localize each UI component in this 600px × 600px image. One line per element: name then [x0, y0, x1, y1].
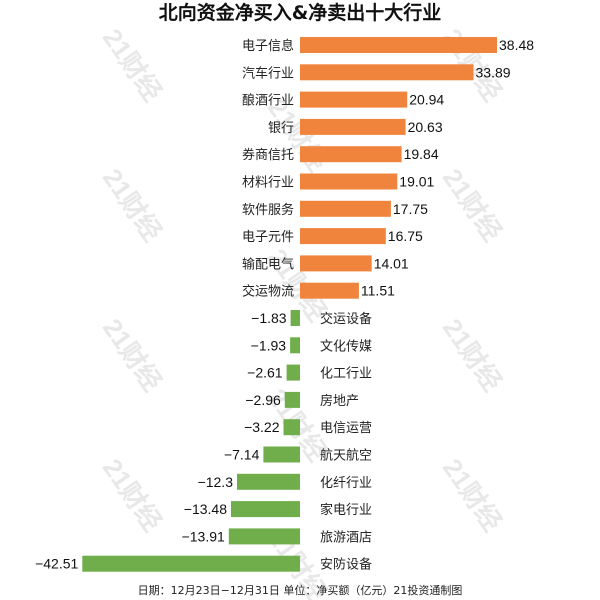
bar: [300, 200, 391, 217]
value-label: −7.14: [224, 447, 260, 463]
value-label: −2.61: [247, 365, 283, 381]
category-label: 酿酒行业: [242, 93, 294, 109]
value-label: −1.83: [251, 310, 287, 326]
value-label: −1.93: [251, 337, 287, 353]
category-label: 材料行业: [242, 176, 294, 191]
category-label: 交运设备: [320, 311, 372, 327]
watermark-layer: 21财经21财经21财经21财经21财经21财经21财经21财经21财经21财经…: [97, 23, 508, 600]
bar: [290, 337, 300, 354]
bar: [228, 528, 300, 545]
watermark-text: 21财经: [437, 313, 508, 396]
value-label: −12.3: [198, 474, 234, 490]
category-label: 安防设备: [320, 557, 372, 573]
value-label: 16.75: [388, 228, 423, 244]
bars-layer: 38.48 电子信息 33.89 汽车行业 20.94 酿酒行业 20.63 银行 19.84 券…: [35, 37, 534, 573]
category-label: 软件服务: [242, 202, 294, 218]
category-label: 化工行业: [320, 367, 372, 382]
value-label: −13.48: [184, 501, 227, 517]
bar: [300, 91, 408, 108]
bar: [300, 37, 497, 53]
value-label: 19.84: [404, 146, 439, 162]
chart-title: 北向资金净买入&净卖出十大行业: [159, 1, 442, 24]
watermark-text: 21财经: [97, 163, 168, 246]
bar: [300, 282, 359, 299]
bar: [290, 310, 300, 326]
value-label: 11.51: [361, 283, 395, 299]
bar: [300, 146, 402, 163]
bar: [286, 364, 300, 381]
category-label: 文化传媒: [320, 339, 372, 354]
value-label: −13.91: [182, 528, 225, 544]
value-label: 38.48: [499, 37, 534, 53]
value-label: 17.75: [393, 201, 428, 217]
bar: [237, 473, 300, 490]
chart-footnote: 日期：12月23日−12月31日 单位：净买额（亿元）21投资通制图: [138, 583, 463, 597]
category-label: 电子元件: [242, 230, 294, 245]
bar: [82, 555, 300, 572]
category-label: 旅游酒店: [320, 530, 372, 545]
value-label: 19.01: [399, 174, 434, 190]
bar: [263, 446, 300, 463]
watermark-text: 21财经: [437, 163, 508, 246]
bar: [283, 419, 300, 436]
value-label: −2.96: [245, 392, 281, 408]
category-label: 电信运营: [320, 421, 372, 436]
category-label: 化纤行业: [320, 476, 372, 491]
category-label: 房地产: [320, 393, 359, 409]
value-label: 20.94: [409, 92, 444, 108]
bar: [231, 501, 300, 518]
category-label: 航天航空: [320, 448, 372, 464]
category-label: 电子信息: [242, 38, 294, 54]
bar: [300, 255, 372, 272]
value-label: 20.63: [408, 119, 443, 135]
value-label: −3.22: [244, 419, 280, 435]
category-label: 输配电气: [242, 256, 294, 272]
category-label: 交运物流: [242, 284, 294, 300]
bar: [300, 173, 398, 190]
category-label: 券商信托: [242, 147, 294, 163]
bar: [300, 118, 406, 135]
bar: [300, 228, 386, 245]
category-label: 银行: [268, 121, 294, 136]
bar: [284, 391, 300, 408]
value-label: 14.01: [374, 255, 409, 271]
bar: [300, 64, 474, 81]
category-label: 家电行业: [320, 502, 372, 518]
value-label: −42.51: [35, 556, 78, 572]
value-label: 33.89: [476, 64, 511, 80]
watermark-text: 21财经: [437, 453, 508, 536]
watermark-text: 21财经: [97, 23, 168, 106]
category-label: 汽车行业: [242, 65, 294, 81]
watermark-text: 21财经: [97, 453, 168, 536]
watermark-text: 21财经: [97, 313, 168, 396]
